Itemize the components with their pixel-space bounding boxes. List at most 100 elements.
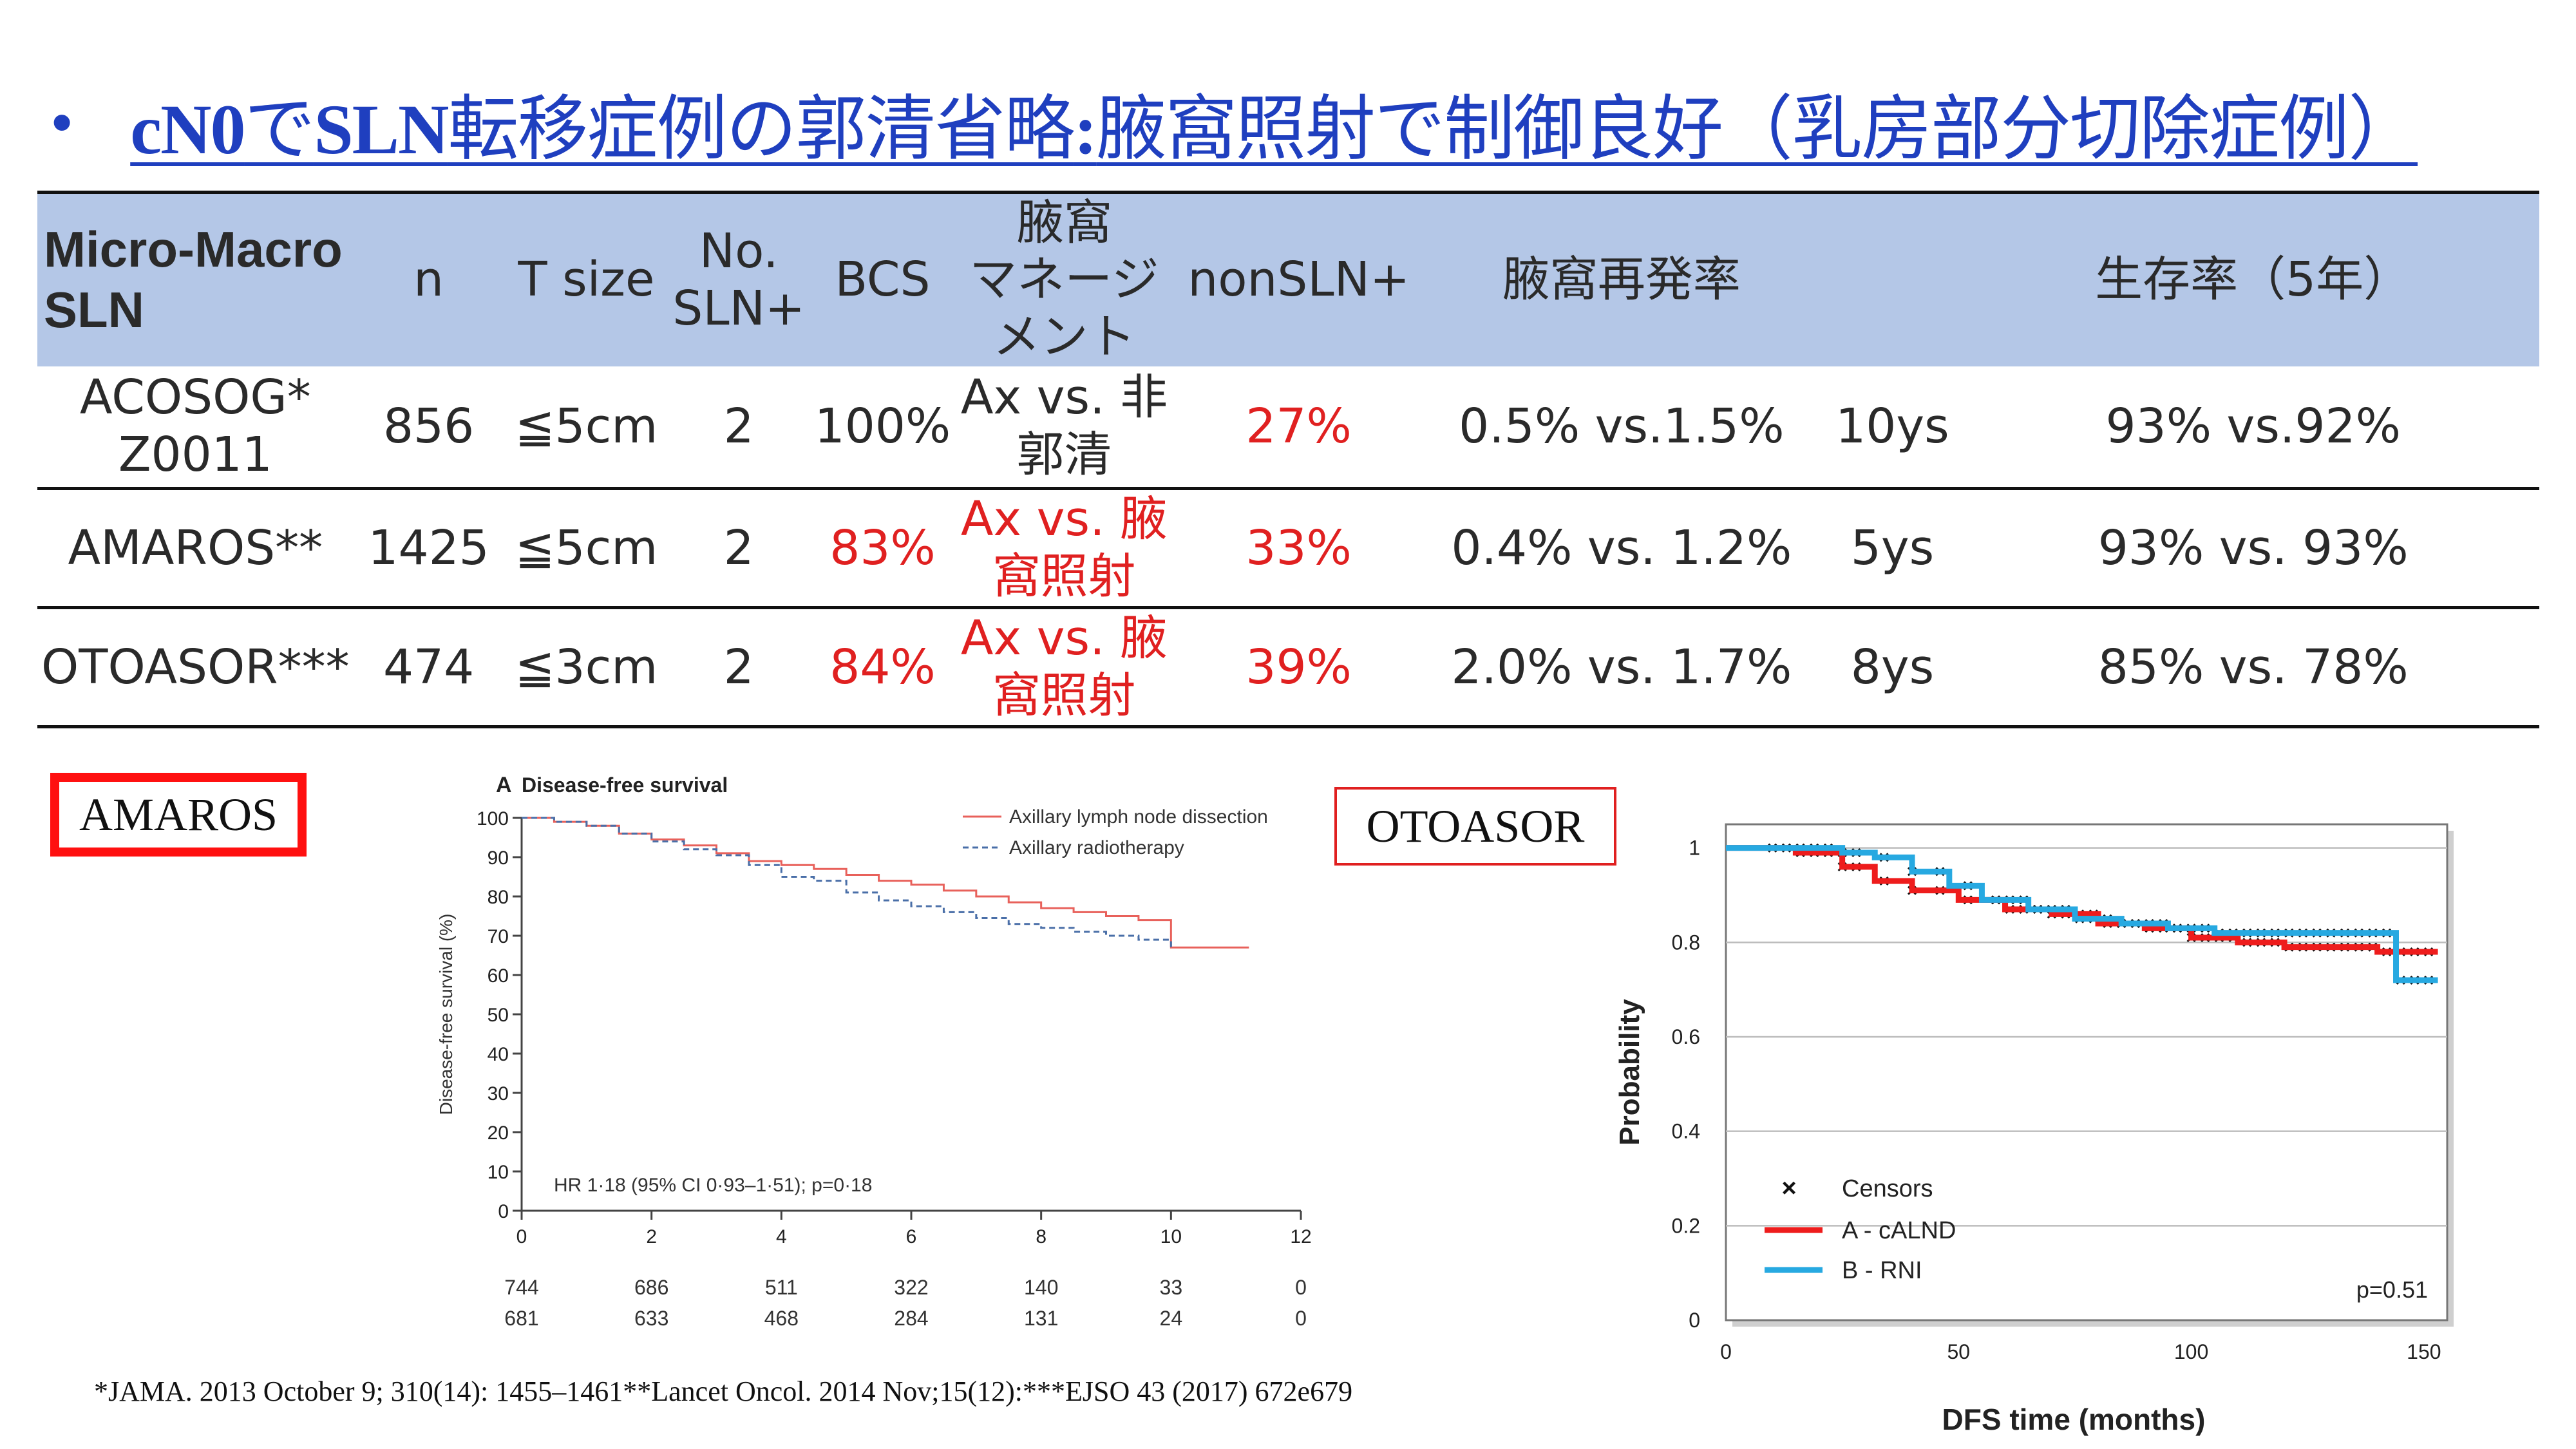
header-nonsln: nonSLN+ — [1188, 252, 1410, 308]
chart-a-at-risk-value: 744 — [504, 1276, 538, 1299]
chart-a-at-risk-value: 681 — [504, 1307, 538, 1330]
chart-a-title: Disease-free survival — [522, 773, 728, 797]
cell-bcs: 100% — [814, 398, 951, 454]
header-followup — [1817, 193, 1967, 366]
trial-name: ACOSOG* Z0011 — [79, 370, 311, 483]
table-row: ACOSOG* Z0011 856 ≦5cm 2 100% Ax vs. 非郭清 … — [37, 366, 2539, 489]
chart-a-xtick-label: 12 — [1290, 1226, 1311, 1247]
chart-b-pvalue: p=0.51 — [2356, 1276, 2428, 1303]
cell-followup: 8ys — [1850, 639, 1935, 695]
header-bcs: BCS — [835, 252, 931, 308]
cell-tsize: ≦5cm — [515, 398, 658, 454]
slide-title: • cN0でSLN転移症例の郭清省略:腋窩照射で制御良好（乳房部分切除症例） — [52, 71, 2419, 174]
chart-a-ytick-label: 70 — [488, 926, 509, 947]
cell-tsize: ≦5cm — [515, 520, 658, 576]
chart-b-ylabel: Probability — [1614, 999, 1645, 1146]
title-part2: 転移症例の郭清省略 — [448, 88, 1075, 170]
chart-b-ytick-label: 1 — [1689, 837, 1700, 860]
bullet-icon: • — [52, 89, 73, 155]
chart-a-ytick-label: 10 — [488, 1162, 509, 1183]
chart-a-series-radiotherapy — [522, 817, 1172, 948]
chart-a-ytick-label: 40 — [488, 1044, 509, 1065]
chart-b-legend-label: B - RNI — [1842, 1257, 1922, 1284]
cell-n: 474 — [383, 639, 475, 695]
cell-recur: 0.5% vs.1.5% — [1459, 398, 1785, 454]
cell-n: 856 — [383, 398, 475, 454]
cell-nosln: 2 — [723, 398, 754, 454]
cell-nonsln: 33% — [1245, 520, 1352, 576]
chart-a-ylabel: Disease-free survival (%) — [436, 914, 456, 1115]
chart-b-ytick-label: 0 — [1689, 1309, 1700, 1332]
chart-a-xtick-label: 6 — [906, 1226, 917, 1247]
chart-a-panel-letter: A — [496, 773, 512, 797]
cell-nosln: 2 — [723, 639, 754, 695]
chart-a-at-risk-value: 0 — [1295, 1276, 1307, 1299]
cell-nonsln: 27% — [1245, 398, 1352, 454]
cell-nosln: 2 — [723, 520, 754, 576]
chart-b-legend-label: Censors — [1842, 1175, 1933, 1202]
header-nosln: No. SLN+ — [672, 223, 805, 336]
chart-b-ytick-label: 0.2 — [1672, 1214, 1700, 1237]
chart-b-legend-censor-icon: × — [1781, 1174, 1796, 1202]
cell-survival: 93% vs. 93% — [2098, 520, 2409, 576]
cell-recur: 2.0% vs. 1.7% — [1451, 639, 1792, 695]
chart-a-ytick-label: 50 — [488, 1005, 509, 1026]
chart-a-at-risk-value: 33 — [1160, 1276, 1183, 1299]
header-tsize: T size — [518, 252, 655, 308]
chart-a-at-risk-value: 686 — [634, 1276, 668, 1299]
header-n: n — [413, 252, 444, 308]
cell-mgmt: Ax vs. 腋窩照射 — [960, 611, 1168, 723]
table-header-row: Micro-Macro SLN n T size No. SLN+ BCS 腋窩 マネ… — [37, 192, 2539, 366]
title-cn0: cN0 — [130, 90, 245, 169]
header-recur: 腋窩再発率 — [1502, 252, 1741, 308]
cell-followup: 10ys — [1835, 398, 1949, 454]
chart-a-ytick-label: 100 — [477, 808, 509, 829]
chart-a-ytick-label: 60 — [488, 965, 509, 987]
chart-a-at-risk-value: 511 — [765, 1276, 798, 1299]
chart-a-ytick-label: 0 — [498, 1201, 509, 1222]
cell-mgmt: Ax vs. 腋窩照射 — [960, 491, 1168, 604]
chart-a-at-risk-value: 140 — [1024, 1276, 1058, 1299]
cell-bcs: 83% — [829, 520, 936, 576]
otoasor-dfs-chart: 0 0.2 0.4 0.6 0.8 1 0 50 100 150 Probability DFS ti… — [1614, 823, 2454, 1436]
chart-b-ytick-label: 0.8 — [1672, 931, 1700, 954]
chart-a-legend-label: Axillary lymph node dissection — [1009, 806, 1268, 828]
header-mgmt: 腋窩 マネージメント — [969, 194, 1159, 365]
chart-a-at-risk-value: 284 — [894, 1307, 928, 1330]
chart-a-hr-annotation: HR 1·18 (95% CI 0·93–1·51); p=0·18 — [554, 1175, 872, 1196]
chart-b-series-rni — [1726, 845, 2438, 983]
title-text: cN0でSLN転移症例の郭清省略:腋窩照射で制御良好（乳房部分切除症例） — [130, 71, 2419, 174]
cell-recur: 0.4% vs. 1.2% — [1451, 520, 1792, 576]
chart-b-xtick-label: 50 — [1947, 1340, 1970, 1363]
chart-b-xtick-label: 100 — [2174, 1340, 2208, 1363]
title-sln: SLN — [314, 90, 449, 169]
amaros-dfs-chart: A Disease-free survival010203040506070809… — [436, 773, 1312, 1330]
chart-b-legend-label: A - cALND — [1842, 1217, 1956, 1244]
chart-a-at-risk-value: 131 — [1024, 1307, 1058, 1330]
chart-b-ytick-label: 0.4 — [1672, 1120, 1700, 1143]
chart-a-legend-label: Axillary radiotherapy — [1009, 837, 1184, 858]
chart-a-at-risk-value: 633 — [634, 1307, 668, 1330]
cell-n: 1425 — [368, 520, 489, 576]
chart-b-ytick-label: 0.6 — [1672, 1025, 1700, 1048]
header-survival: 生存率（5年） — [2095, 252, 2412, 308]
cell-nonsln: 39% — [1245, 639, 1352, 695]
header-sln: Micro-Macro SLN — [44, 221, 343, 338]
table-row: AMAROS** 1425 ≦5cm 2 83% Ax vs. 腋窩照射 33%… — [37, 489, 2539, 608]
cell-tsize: ≦3cm — [515, 639, 658, 695]
cell-followup: 5ys — [1850, 520, 1935, 576]
cell-survival: 85% vs. 78% — [2098, 639, 2409, 695]
chart-a-ytick-label: 80 — [488, 887, 509, 908]
otoasor-label: OTOASOR — [1334, 787, 1616, 866]
chart-b-xlabel: DFS time (months) — [1942, 1403, 2206, 1436]
trial-comparison-table: Micro-Macro SLN n T size No. SLN+ BCS 腋窩 マネ… — [37, 191, 2539, 728]
chart-a-at-risk-value: 322 — [894, 1276, 928, 1299]
chart-a-ytick-label: 30 — [488, 1083, 509, 1104]
references-footer: *JAMA. 2013 October 9; 310(14): 1455–146… — [94, 1376, 1353, 1407]
chart-a-ytick-label: 20 — [488, 1122, 509, 1144]
cell-survival: 93% vs.92% — [2105, 398, 2401, 454]
chart-a-ytick-label: 90 — [488, 848, 509, 869]
title-part1: で — [244, 88, 315, 170]
chart-a-xtick-label: 0 — [516, 1226, 527, 1247]
chart-a-xtick-label: 10 — [1160, 1226, 1182, 1247]
